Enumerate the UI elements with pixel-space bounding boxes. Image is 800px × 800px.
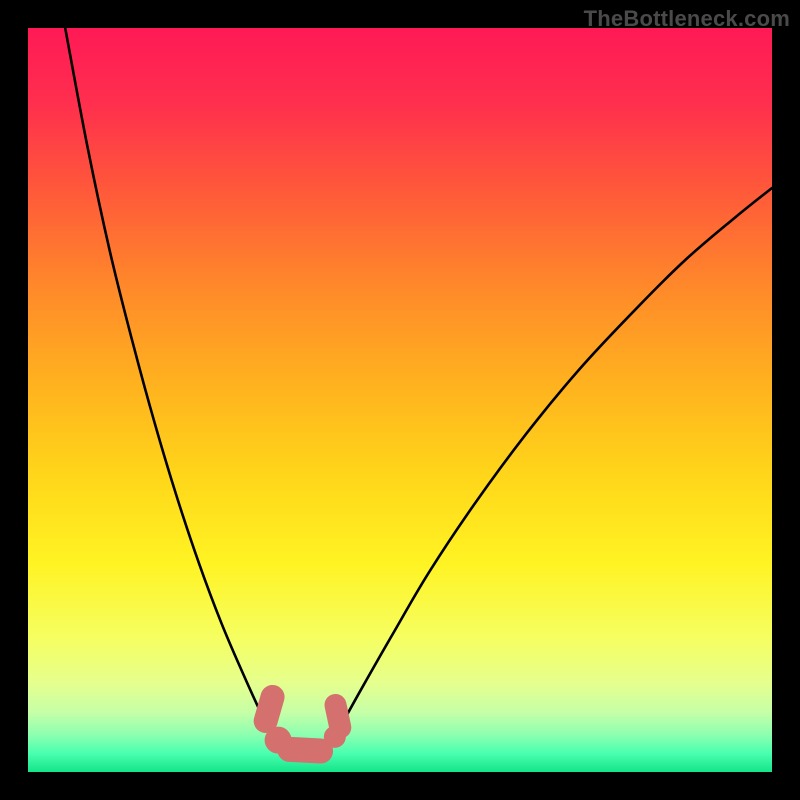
markers-layer bbox=[28, 28, 772, 772]
watermark-label: TheBottleneck.com bbox=[584, 6, 790, 32]
plot-area bbox=[28, 28, 772, 772]
chart-container: TheBottleneck.com bbox=[0, 0, 800, 800]
